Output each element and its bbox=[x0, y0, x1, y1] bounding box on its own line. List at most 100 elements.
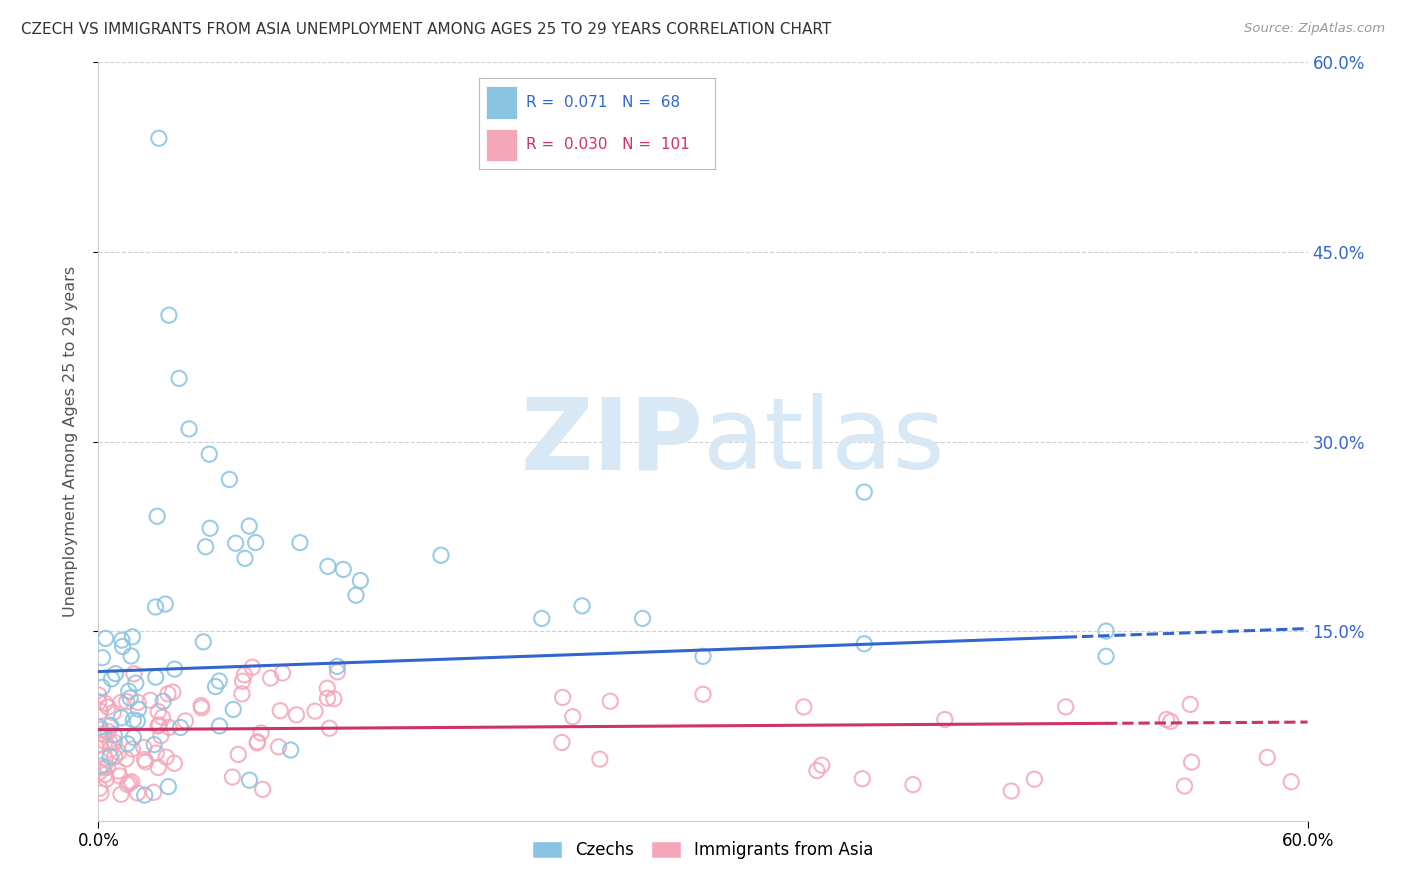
Point bbox=[104, 749, 127, 764]
Point bbox=[157, 780, 180, 794]
Point bbox=[152, 694, 174, 708]
Point bbox=[163, 662, 186, 676]
Point bbox=[155, 750, 177, 764]
Point bbox=[179, 422, 201, 436]
Point bbox=[103, 706, 125, 720]
Point bbox=[94, 632, 117, 646]
Point bbox=[226, 747, 249, 762]
Point bbox=[97, 724, 120, 739]
Point bbox=[108, 769, 131, 783]
Text: atlas: atlas bbox=[703, 393, 945, 490]
Point bbox=[94, 767, 117, 781]
Point bbox=[122, 666, 145, 681]
Point bbox=[121, 630, 143, 644]
Point bbox=[233, 668, 256, 682]
Point bbox=[349, 574, 371, 588]
Point bbox=[89, 764, 111, 779]
Point bbox=[94, 751, 117, 765]
Point bbox=[100, 672, 122, 686]
Point bbox=[811, 758, 834, 772]
Legend: Czechs, Immigrants from Asia: Czechs, Immigrants from Asia bbox=[526, 834, 880, 865]
Point bbox=[851, 772, 873, 786]
Point bbox=[157, 720, 180, 734]
Point bbox=[1173, 779, 1195, 793]
Point bbox=[271, 665, 294, 680]
Text: CZECH VS IMMIGRANTS FROM ASIA UNEMPLOYMENT AMONG AGES 25 TO 29 YEARS CORRELATION: CZECH VS IMMIGRANTS FROM ASIA UNEMPLOYME… bbox=[21, 22, 831, 37]
Point bbox=[934, 713, 956, 727]
Point bbox=[127, 696, 149, 710]
Point bbox=[322, 691, 344, 706]
Point bbox=[155, 597, 177, 611]
Point bbox=[107, 764, 129, 778]
Point bbox=[89, 781, 111, 796]
Point bbox=[90, 723, 112, 737]
Point bbox=[120, 691, 142, 706]
Point bbox=[162, 685, 184, 699]
Point bbox=[430, 548, 453, 563]
Point bbox=[110, 711, 132, 725]
Point bbox=[344, 588, 367, 602]
Point bbox=[145, 599, 167, 614]
Point bbox=[316, 691, 339, 706]
Point bbox=[121, 774, 143, 789]
Point bbox=[149, 729, 172, 743]
Point bbox=[91, 650, 114, 665]
Point bbox=[167, 371, 190, 385]
Point bbox=[1000, 784, 1022, 798]
Point bbox=[316, 681, 339, 696]
Point bbox=[551, 690, 574, 705]
Point bbox=[90, 786, 112, 800]
Point bbox=[93, 761, 115, 775]
Point bbox=[1160, 714, 1182, 729]
Point bbox=[100, 718, 122, 732]
Point bbox=[146, 509, 169, 524]
Point bbox=[142, 785, 165, 799]
Point bbox=[304, 704, 326, 718]
Point bbox=[692, 649, 714, 664]
Point bbox=[806, 764, 828, 778]
Point bbox=[134, 788, 156, 802]
Point bbox=[245, 535, 267, 549]
Point bbox=[1256, 750, 1278, 764]
Point bbox=[125, 676, 148, 690]
Point bbox=[132, 740, 155, 755]
Point bbox=[145, 670, 167, 684]
Point bbox=[110, 787, 132, 801]
Point bbox=[157, 308, 180, 322]
Point bbox=[117, 778, 139, 792]
Point bbox=[326, 659, 349, 673]
Point bbox=[115, 695, 138, 709]
Point bbox=[853, 485, 876, 500]
Point bbox=[280, 743, 302, 757]
Point bbox=[551, 735, 574, 749]
Point bbox=[139, 693, 162, 707]
Point bbox=[1095, 624, 1118, 639]
Point bbox=[589, 752, 612, 766]
Point bbox=[1279, 774, 1302, 789]
Point bbox=[91, 681, 114, 695]
Point bbox=[163, 756, 186, 771]
Point bbox=[267, 739, 290, 754]
Point bbox=[98, 736, 121, 750]
Point bbox=[120, 648, 142, 663]
Point bbox=[134, 752, 156, 766]
Point bbox=[150, 710, 173, 724]
Point bbox=[1181, 755, 1204, 769]
Point bbox=[208, 719, 231, 733]
Point bbox=[94, 734, 117, 748]
Point bbox=[118, 684, 141, 698]
Point bbox=[221, 770, 243, 784]
Point bbox=[111, 633, 134, 648]
Point bbox=[107, 745, 129, 759]
Y-axis label: Unemployment Among Ages 25 to 29 years: Unemployment Among Ages 25 to 29 years bbox=[63, 266, 77, 617]
Point bbox=[194, 540, 217, 554]
Point bbox=[246, 735, 269, 749]
Point bbox=[233, 551, 256, 566]
Point bbox=[259, 671, 281, 685]
Point bbox=[599, 694, 621, 708]
Point bbox=[198, 447, 221, 461]
Point bbox=[104, 666, 127, 681]
Point bbox=[122, 731, 145, 745]
Point bbox=[231, 687, 253, 701]
Point bbox=[103, 735, 125, 749]
